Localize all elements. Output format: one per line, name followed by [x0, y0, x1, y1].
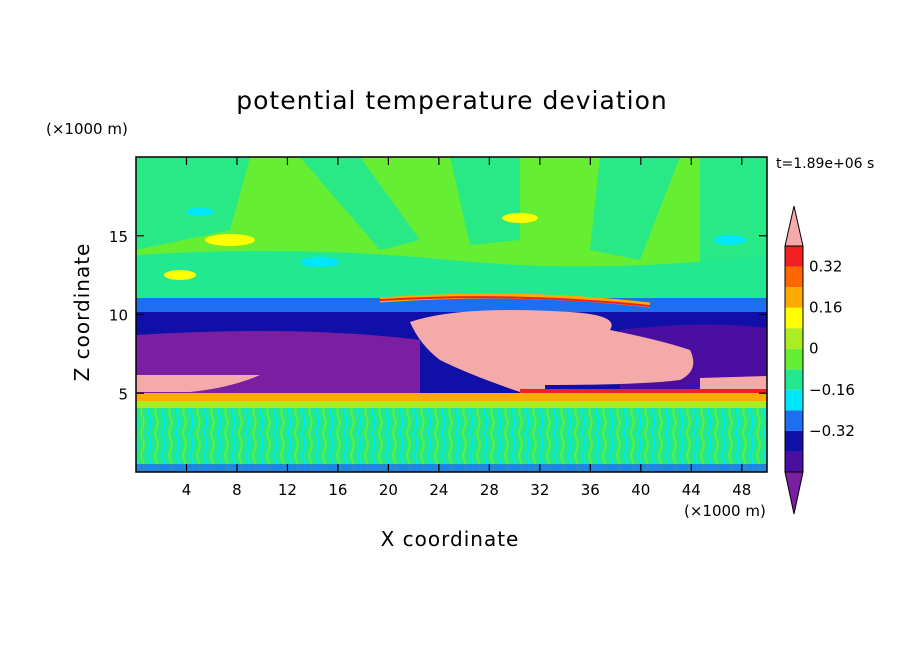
inversion-left-blob — [136, 375, 260, 392]
x-tick-label: 12 — [278, 481, 297, 499]
warm-blob-3 — [164, 270, 196, 280]
warm-anomaly-top-core — [379, 296, 651, 307]
colorbar-extend-bottom — [784, 471, 804, 515]
x-tick-label: 8 — [232, 481, 242, 499]
x-tick-label: 20 — [379, 481, 398, 499]
y-tick-label: 5 — [118, 385, 128, 403]
colorbar-swatch — [785, 410, 803, 431]
warm-blob-1 — [205, 234, 255, 246]
y-unit-label: (×1000 m) — [46, 120, 128, 138]
tropopause-band — [136, 298, 767, 312]
plot-field — [136, 157, 767, 472]
inversion-band-orange — [136, 393, 767, 401]
upper-band-5 — [700, 157, 767, 280]
colorbar-swatch — [785, 328, 803, 349]
colorbar-tick-label: 0 — [809, 340, 819, 358]
upper-band-2 — [300, 157, 420, 250]
colorbar: 0.32 0.16 0 −0.16 −0.32 — [784, 205, 855, 515]
colorbar-swatch — [785, 246, 803, 267]
colorbar-swatch — [785, 287, 803, 308]
x-tick-label: 36 — [581, 481, 600, 499]
x-tick-label: 40 — [631, 481, 650, 499]
chart-title: potential temperature deviation — [236, 86, 668, 115]
upper-band-6 — [136, 251, 767, 300]
colorbar-swatch — [785, 369, 803, 390]
x-tick-label: 32 — [530, 481, 549, 499]
colorbar-frame — [784, 245, 804, 473]
cool-blob-2 — [300, 257, 340, 267]
x-unit-label: (×1000 m) — [684, 502, 766, 520]
inversion-line — [520, 389, 767, 393]
colorbar-swatch — [785, 451, 803, 472]
surface-band — [136, 464, 767, 472]
time-label: t=1.89e+06 s — [776, 156, 875, 172]
colorbar-extend-top — [784, 205, 804, 247]
x-axis-label: X coordinate — [380, 527, 520, 551]
x-tick-label: 4 — [182, 481, 192, 499]
x-axis-ticks: 4 8 12 16 20 24 28 32 36 40 44 48 — [182, 157, 751, 499]
colorbar-swatch — [785, 307, 803, 329]
colorbar-swatch — [785, 389, 803, 411]
inversion-band-lime — [136, 401, 767, 408]
cool-blob-1 — [186, 208, 214, 216]
warm-blob-2 — [502, 213, 538, 223]
colorbar-tick-label: −0.16 — [809, 381, 855, 399]
x-tick-label: 44 — [682, 481, 701, 499]
x-tick-label: 24 — [429, 481, 448, 499]
y-tick-label: 15 — [109, 228, 128, 246]
colorbar-tick-label: 0.16 — [809, 299, 842, 317]
upper-band-1 — [136, 157, 250, 250]
x-tick-label: 16 — [328, 481, 347, 499]
colorbar-tick-label: −0.32 — [809, 422, 855, 440]
boundary-layer — [136, 408, 767, 472]
x-tick-label: 28 — [480, 481, 499, 499]
colorbar-tick-label: 0.32 — [809, 258, 842, 276]
warm-anomaly — [410, 309, 694, 392]
colorbar-swatch — [785, 266, 803, 288]
y-tick-label: 10 — [109, 307, 128, 325]
cool-blob-3 — [714, 235, 746, 245]
upper-band-4 — [590, 157, 680, 260]
colorbar-swatch — [785, 348, 803, 370]
upper-band-3 — [450, 157, 520, 245]
inversion-right-blob — [700, 376, 767, 392]
colorbar-swatch — [785, 430, 803, 452]
x-tick-label: 48 — [732, 481, 751, 499]
y-axis-ticks: 5 10 15 — [109, 228, 767, 403]
